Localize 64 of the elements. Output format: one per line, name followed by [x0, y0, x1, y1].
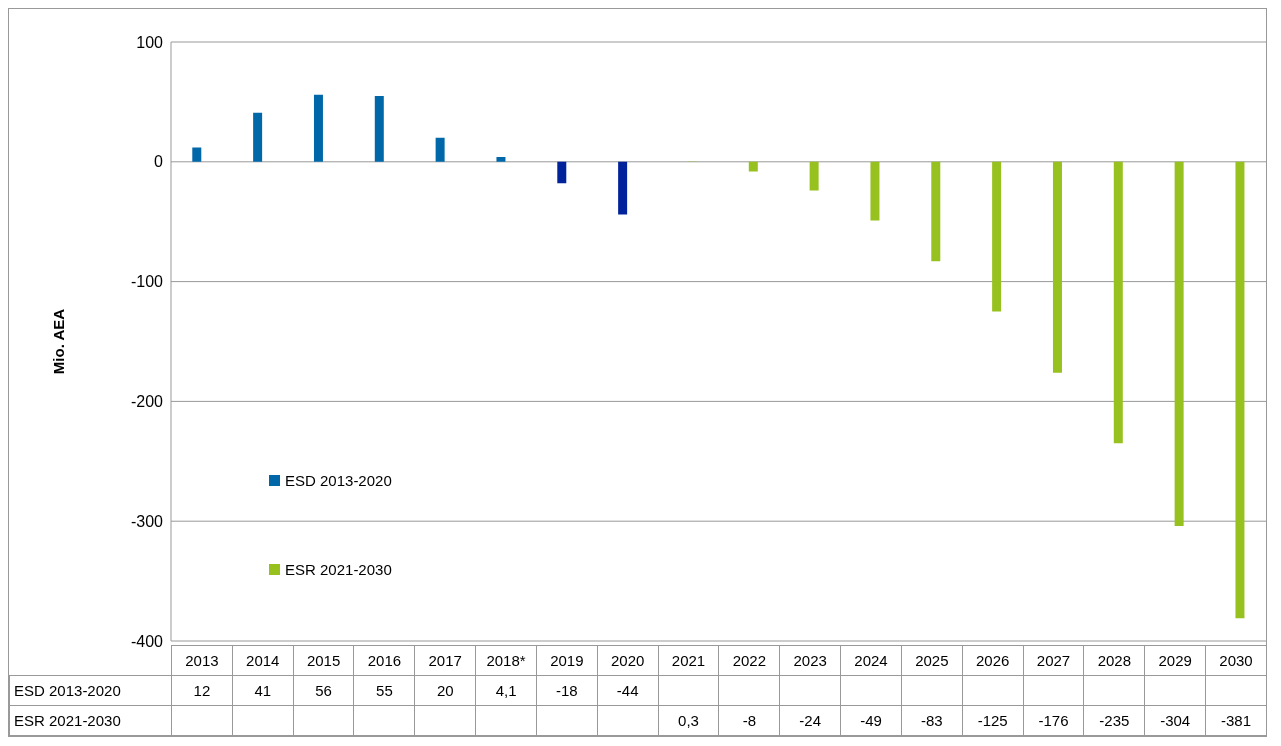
text: ESD 2013-2020 [14, 682, 121, 699]
x-tick-label: 2030 [1205, 645, 1267, 676]
y-tick-label: -200 [130, 393, 164, 411]
data-label: 20 [414, 675, 476, 706]
x-tick-label: 2017 [414, 645, 476, 676]
bar [748, 161, 758, 172]
y-tick-label: -100 [130, 273, 164, 291]
bar [618, 161, 628, 215]
bar [374, 95, 384, 162]
bar [1174, 161, 1184, 526]
data-label: 56 [293, 675, 354, 706]
text: ESR 2021-2030 [14, 712, 121, 729]
y-tick-label: 0 [154, 153, 164, 171]
x-tick-label: 2024 [840, 645, 902, 676]
data-label: 41 [232, 675, 294, 706]
data-label: -235 [1083, 705, 1145, 736]
legend-label: ESR 2021-2030 [285, 561, 392, 578]
bar [931, 161, 941, 262]
data-label: 55 [353, 675, 415, 706]
x-tick-label: 2029 [1144, 645, 1206, 676]
data-label: -125 [962, 705, 1024, 736]
x-tick-label: 2016 [353, 645, 415, 676]
bar [809, 161, 819, 191]
data-label: -83 [901, 705, 963, 736]
data-label: -381 [1205, 705, 1267, 736]
bar [435, 137, 445, 162]
bar [313, 94, 323, 162]
x-tick-label: 2021 [658, 645, 719, 676]
bar [1113, 161, 1123, 444]
y-tick-label: 100 [136, 33, 164, 51]
x-tick-label: 2028 [1083, 645, 1145, 676]
x-tick-label: 2022 [718, 645, 780, 676]
x-tick-label: 2020 [597, 645, 659, 676]
x-tick-label: 2015 [293, 645, 354, 676]
data-label: -18 [536, 675, 598, 706]
x-tick-label: 2027 [1023, 645, 1084, 676]
data-label: 12 [171, 675, 233, 706]
data-label: -8 [718, 705, 780, 736]
bar [557, 161, 567, 184]
x-tick-label: 2019 [536, 645, 598, 676]
data-label: -24 [779, 705, 841, 736]
bar [992, 161, 1002, 312]
data-label: -176 [1023, 705, 1084, 736]
data-label: -304 [1144, 705, 1206, 736]
data-label: -44 [597, 675, 659, 706]
x-tick-label: 2014 [232, 645, 294, 676]
y-tick-label: -300 [130, 512, 164, 530]
bar [192, 147, 202, 162]
y-axis-title: Mio. AEA [50, 308, 68, 375]
bar [870, 161, 880, 221]
x-tick-label: 2023 [779, 645, 841, 676]
bar [496, 156, 506, 162]
legend-label: ESD 2013-2020 [285, 472, 392, 489]
x-tick-label: 2025 [901, 645, 963, 676]
data-label: 0,3 [658, 705, 719, 736]
bar [1235, 161, 1245, 619]
bar [1052, 161, 1062, 373]
data-label: -49 [840, 705, 902, 736]
data-label: 4,1 [475, 675, 537, 706]
x-tick-label: 2018* [475, 645, 537, 676]
bar [253, 112, 263, 162]
y-tick-label: -400 [130, 632, 164, 650]
x-tick-label: 2013 [171, 645, 233, 676]
x-tick-label: 2026 [962, 645, 1024, 676]
